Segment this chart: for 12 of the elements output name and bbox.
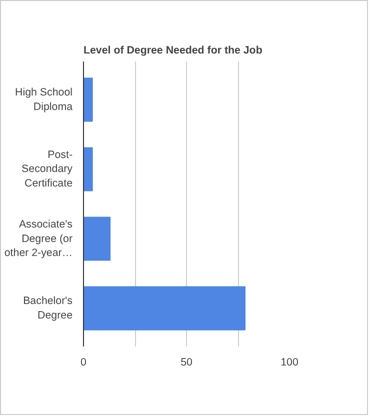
bar [84, 286, 246, 330]
y-tick-label: High School Diploma [15, 86, 73, 113]
x-tick-label: 100 [280, 356, 298, 368]
x-tick-label: 0 [80, 356, 87, 368]
bar [84, 216, 111, 261]
chart-title: Level of Degree Needed for the Job [84, 44, 263, 56]
y-tick-label: Associate's Degree (or other 2-year… [4, 218, 73, 260]
bar [84, 78, 93, 122]
y-tick-label: Post-Secondary Certificate [22, 148, 74, 190]
y-tick-label: Bachelor's Degree [23, 295, 73, 322]
bar [84, 147, 93, 192]
x-tick-label: 50 [180, 356, 192, 368]
